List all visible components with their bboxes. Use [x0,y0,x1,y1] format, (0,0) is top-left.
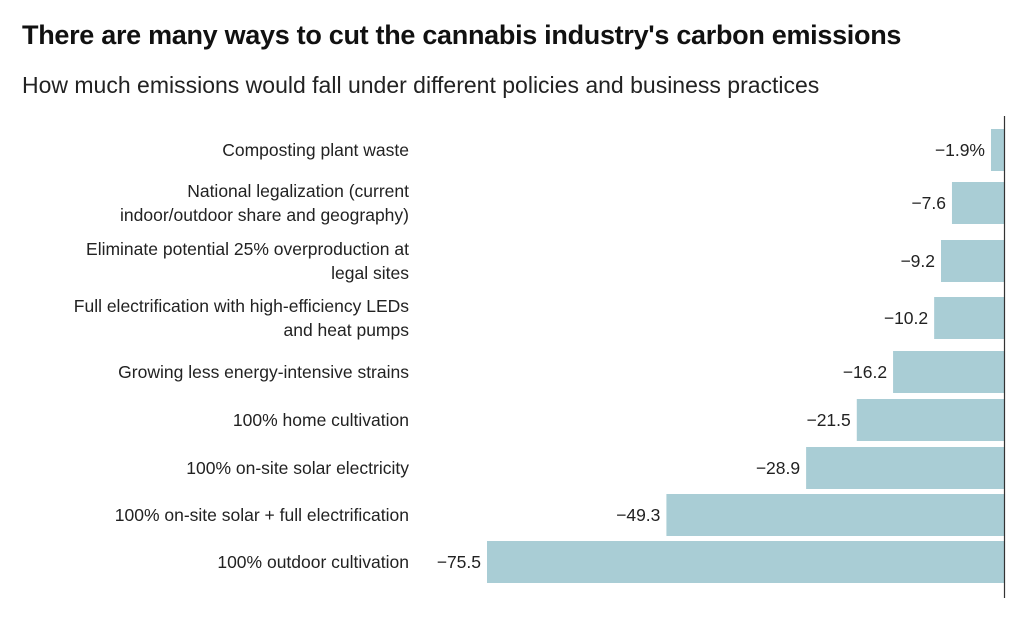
bar-1 [990,129,1004,171]
value-label-3: −9.2 [900,251,935,271]
value-label-5: −16.2 [843,362,887,382]
value-label-1: −1.9% [935,140,985,160]
bar-3 [941,240,1004,282]
value-label-8: −49.3 [616,505,660,525]
category-label-9: 100% outdoor cultivation [217,552,409,572]
bar-9 [487,541,1004,583]
bar-5 [893,351,1004,393]
category-label-2-line-1: National legalization (current [187,181,409,201]
value-label-7: −28.9 [756,458,800,478]
bar-6 [856,399,1004,441]
bar-7 [806,447,1004,489]
category-label-3-line-1: Eliminate potential 25% overproduction a… [86,239,409,259]
bar-4 [934,297,1004,339]
value-label-2: −7.6 [911,193,946,213]
category-label-7: 100% on-site solar electricity [186,458,409,478]
category-label-2-line-2: indoor/outdoor share and geography) [120,205,409,225]
chart-title: There are many ways to cut the cannabis … [22,20,902,50]
category-label-5: Growing less energy-intensive strains [118,362,409,382]
category-label-1: Composting plant waste [222,140,409,160]
value-label-6: −21.5 [806,410,850,430]
bar-8 [666,494,1004,536]
bar-2 [951,182,1004,224]
category-label-6: 100% home cultivation [233,410,409,430]
value-label-9: −75.5 [437,552,481,572]
category-label-4-line-2: and heat pumps [283,320,409,340]
chart-subtitle: How much emissions would fall under diff… [22,72,820,98]
value-label-4: −10.2 [884,308,928,328]
category-label-8: 100% on-site solar + full electrificatio… [115,505,409,525]
category-label-4-line-1: Full electrification with high-efficienc… [74,296,409,316]
category-label-3-line-2: legal sites [331,263,409,283]
